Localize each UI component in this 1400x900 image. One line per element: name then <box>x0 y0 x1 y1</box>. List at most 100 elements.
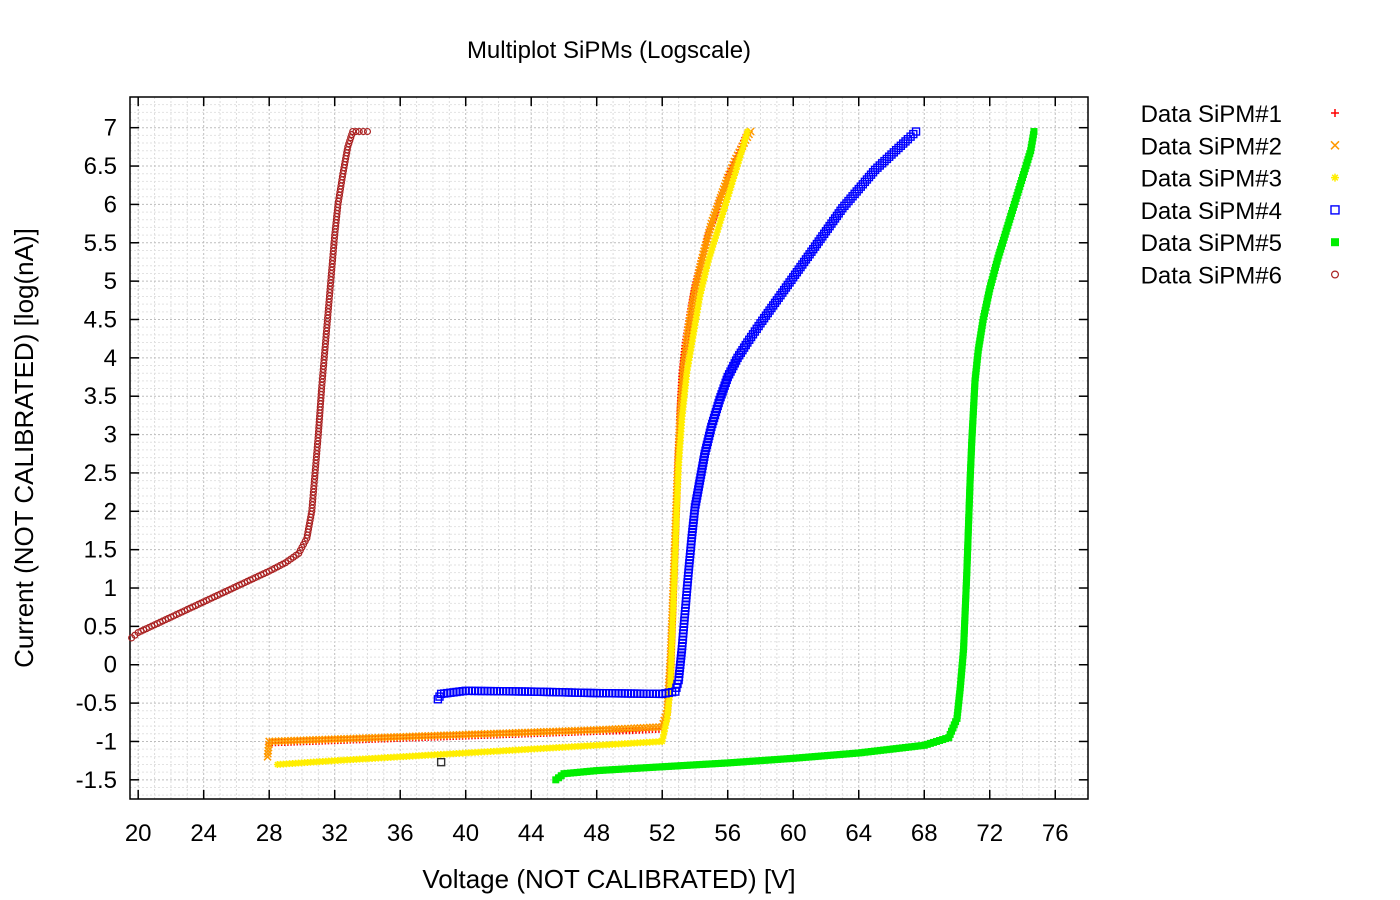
data-point-trace <box>421 731 430 741</box>
data-point-trace <box>418 732 427 741</box>
data-point-trace <box>716 219 724 227</box>
data-point <box>592 725 601 734</box>
data-point-trace <box>873 163 882 172</box>
y-tick-label: 3.5 <box>84 383 117 410</box>
data-point <box>743 128 751 136</box>
data-point-trace <box>464 730 473 739</box>
legend-entry: Data SiPM#5 <box>1141 230 1339 257</box>
data-point-trace <box>611 725 620 734</box>
data-point-trace <box>909 129 918 139</box>
data-point-trace <box>274 737 283 746</box>
data-point <box>396 732 405 741</box>
x-tick-label: 36 <box>387 820 414 847</box>
data-point <box>527 728 536 737</box>
data-point <box>363 127 372 136</box>
y-tick-label: 1 <box>104 575 117 602</box>
data-point-trace <box>738 147 746 155</box>
data-point-trace <box>740 141 748 149</box>
legend-entry: Data SiPM#3 <box>1141 166 1339 193</box>
data-point-trace <box>308 735 317 744</box>
data-point-trace <box>311 735 321 744</box>
legend-entry: Data SiPM#2 <box>1141 133 1340 160</box>
y-tick-label: 5 <box>104 268 117 295</box>
y-tick-label: -0.5 <box>76 690 117 717</box>
data-point-trace <box>299 736 308 745</box>
data-point-trace <box>728 180 736 188</box>
data-point-trace <box>552 727 561 736</box>
data-point-trace <box>741 137 749 145</box>
data-point-trace <box>727 183 735 191</box>
data-point-trace <box>724 192 732 200</box>
data-point-trace <box>499 729 508 738</box>
data-point-trace <box>889 148 899 157</box>
data-point-trace <box>296 736 305 745</box>
x-tick-label: 76 <box>1042 820 1069 847</box>
data-point-trace <box>346 734 355 743</box>
x-tick-label: 64 <box>845 820 872 847</box>
data-point-trace <box>906 132 915 141</box>
series-points <box>128 127 1038 784</box>
data-point-trace <box>726 186 734 194</box>
legend-entry: Data SiPM#4 <box>1141 198 1340 225</box>
data-point-trace <box>349 734 358 743</box>
y-tick-label: 6.5 <box>84 153 117 180</box>
data-point-trace <box>730 174 738 182</box>
data-point-trace <box>408 732 417 741</box>
x-tick-label: 60 <box>780 820 807 847</box>
y-tick-label: 4 <box>104 345 117 372</box>
data-point-trace <box>343 734 352 743</box>
data-point-trace <box>733 162 741 170</box>
data-point-trace <box>894 143 903 153</box>
data-point-trace <box>715 222 723 230</box>
data-point-trace <box>486 729 495 738</box>
data-point-trace <box>324 735 333 744</box>
data-point-trace <box>380 733 389 742</box>
legend-entry: Data SiPM#1 <box>1141 101 1339 128</box>
data-point-trace <box>430 731 439 740</box>
data-point <box>903 134 913 144</box>
legend-marker <box>1331 238 1339 247</box>
y-tick-label: 4.5 <box>84 306 117 333</box>
data-point-trace <box>477 729 486 739</box>
data-point-trace <box>355 734 364 743</box>
y-tick-label: -1 <box>96 728 117 755</box>
data-point-trace <box>891 145 901 155</box>
data-point-trace <box>573 726 583 735</box>
data-point-trace <box>710 240 718 248</box>
x-tick-label: 44 <box>518 820 545 847</box>
data-point-trace <box>471 730 480 739</box>
data-point-trace <box>583 726 592 735</box>
data-point-trace <box>651 723 661 732</box>
legend-label: Data SiPM#2 <box>1141 133 1282 160</box>
data-point-trace <box>710 237 718 245</box>
data-point-trace <box>732 165 740 173</box>
annotation-marker <box>436 757 446 767</box>
data-point-trace <box>502 729 511 738</box>
x-axis-title: Voltage (NOT CALIBRATED) [V] <box>422 864 795 894</box>
data-point <box>737 151 745 159</box>
data-point-trace <box>884 152 894 161</box>
x-tick-label: 72 <box>976 820 1003 847</box>
data-point-trace <box>736 154 744 162</box>
data-point-trace <box>358 734 367 743</box>
legend-label: Data SiPM#3 <box>1141 166 1282 193</box>
data-point-trace <box>602 725 611 734</box>
data-point-trace <box>742 131 750 139</box>
data-point-trace <box>709 243 717 251</box>
y-axis-tick-labels: 7 6.5 6 5.5 5 4.5 4 3.5 3 2.5 2 1.5 1 0.5 0 -0.5 -1 -1.5 <box>76 115 117 794</box>
data-point-trace <box>433 731 442 740</box>
data-point-trace <box>352 127 360 136</box>
data-point-trace <box>739 144 747 152</box>
data-point <box>887 150 896 159</box>
data-point-trace <box>586 726 595 735</box>
data-point-trace <box>896 141 906 150</box>
data-point-trace <box>645 723 654 732</box>
data-point-trace <box>642 723 651 732</box>
data-point <box>870 165 880 175</box>
data-point-trace <box>442 731 452 740</box>
data-point-trace <box>346 137 354 145</box>
data-point-trace <box>683 329 692 338</box>
data-point-trace <box>280 736 289 745</box>
y-tick-label: 3 <box>104 422 117 449</box>
data-point <box>265 737 274 746</box>
